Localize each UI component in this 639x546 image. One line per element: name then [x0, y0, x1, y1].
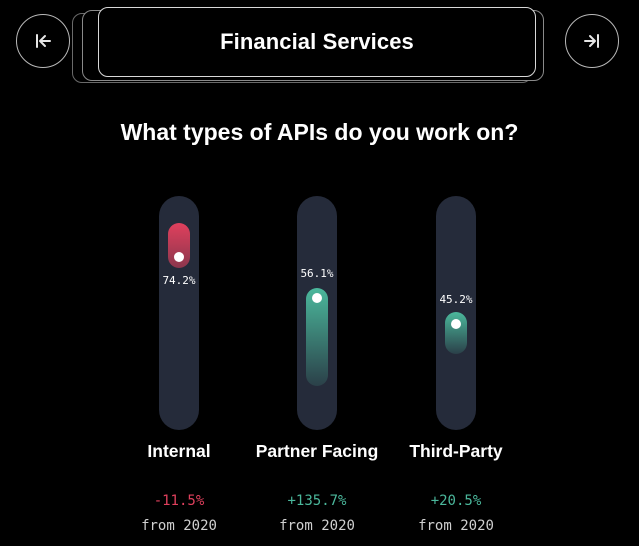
bar-value-dot	[174, 252, 184, 262]
bar-value-label: 56.1%	[300, 267, 334, 280]
change-value: +20.5%	[430, 493, 482, 509]
category-card-stack: Financial Services	[70, 7, 550, 87]
change-period-label: from 2020	[418, 518, 494, 534]
skip-back-icon	[36, 34, 51, 48]
previous-button[interactable]	[16, 14, 70, 68]
next-button[interactable]	[565, 14, 619, 68]
category-title[interactable]: Financial Services	[98, 7, 536, 77]
question-heading: What types of APIs do you work on?	[120, 119, 519, 145]
change-value: +135.7%	[287, 493, 347, 509]
skip-forward-icon	[584, 34, 599, 48]
bar-value-dot	[312, 293, 322, 303]
change-value: -11.5%	[153, 493, 205, 509]
bar-value-dot	[451, 319, 461, 329]
category-label: Internal	[147, 441, 211, 461]
change-period-label: from 2020	[141, 518, 217, 534]
bar-value-marker	[168, 223, 190, 268]
bar-value-label: 74.2%	[162, 274, 196, 287]
bar-value-marker	[445, 312, 467, 354]
change-period-label: from 2020	[279, 518, 355, 534]
category-label: Third-Party	[409, 441, 503, 461]
bar-value-label: 45.2%	[439, 293, 473, 306]
category-label: Partner Facing	[255, 441, 379, 461]
bar-value-marker	[306, 288, 328, 386]
